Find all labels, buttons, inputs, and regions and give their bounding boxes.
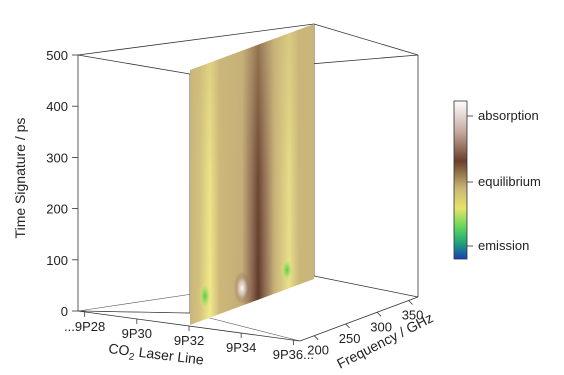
colorbar-label-absorption: absorption [478, 108, 539, 123]
colorbar: absorption equilibrium emission [453, 100, 541, 260]
x-axis-ticks: ...9P28 9P30 9P32 9P34 9P36... [64, 311, 314, 362]
x-tick-label: 9P30 [122, 326, 152, 341]
x-tick-label: 9P32 [174, 333, 204, 348]
z-tick-mark [408, 300, 413, 305]
z-tick-label: 200 [307, 343, 329, 358]
z-tick-label: 250 [339, 331, 361, 346]
y-axis-label: Time Signature / ps [12, 118, 28, 239]
colorbar-label-emission: emission [478, 238, 529, 253]
z-tick-mark [376, 311, 382, 317]
x-tick-label: ...9P28 [64, 319, 105, 334]
y-tick-label: 0 [61, 304, 68, 319]
y-tick-label: 500 [46, 48, 68, 63]
y-tick-label: 300 [46, 150, 68, 165]
surface-sheet [190, 24, 314, 325]
y-tick-label: 400 [46, 99, 68, 114]
y-tick-label: 100 [46, 253, 68, 268]
x-tick-label: 9P36... [273, 347, 314, 362]
z-axis-ticks: 200 250 300 350 [307, 300, 424, 358]
colorbar-label-equilibrium: equilibrium [478, 174, 541, 189]
y-tick-label: 200 [46, 202, 68, 217]
z-tick-mark [313, 335, 319, 341]
z-tick-mark [345, 323, 350, 329]
y-axis-ticks: 0 100 200 300 400 500 [46, 48, 78, 319]
z-tick-label: 300 [370, 319, 392, 334]
x-tick-label: 9P34 [226, 340, 256, 355]
z-tick-label: 350 [402, 308, 424, 323]
